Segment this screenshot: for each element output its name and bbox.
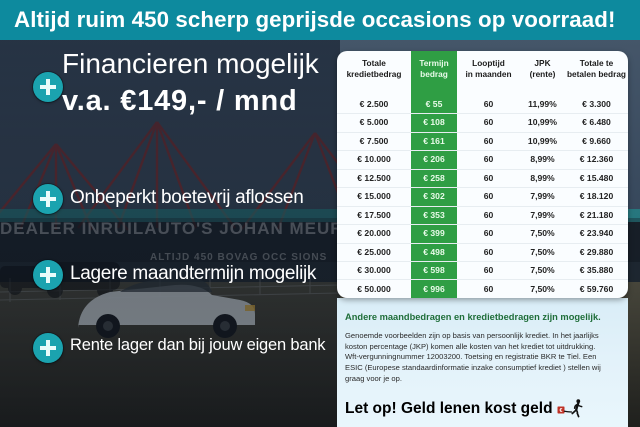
svg-text:€: € bbox=[559, 408, 562, 414]
